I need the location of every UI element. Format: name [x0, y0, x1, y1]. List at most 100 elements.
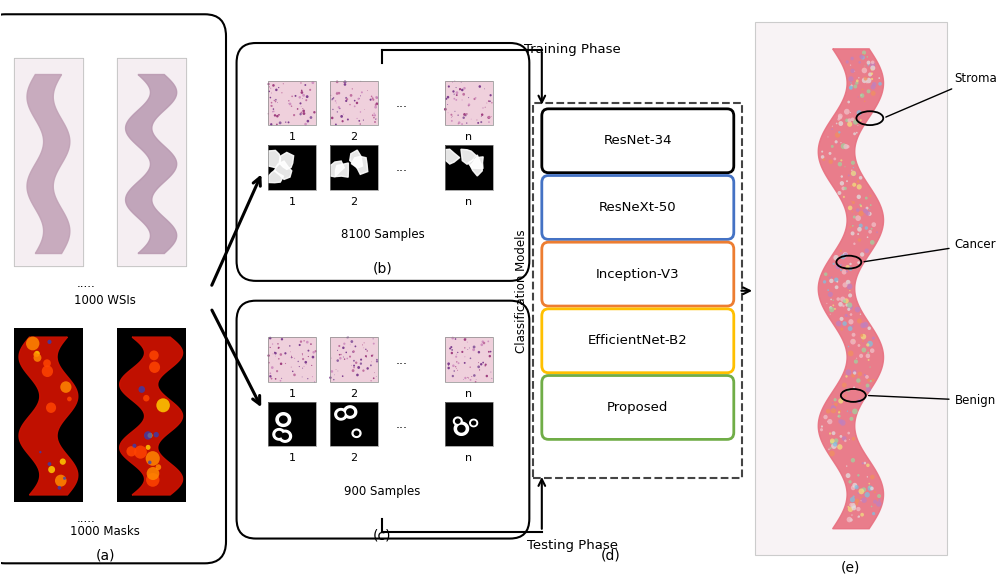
Circle shape — [832, 126, 833, 127]
Circle shape — [821, 151, 823, 153]
Circle shape — [857, 492, 859, 494]
Circle shape — [859, 223, 863, 228]
Circle shape — [847, 477, 848, 478]
Circle shape — [867, 351, 869, 354]
Circle shape — [462, 93, 465, 96]
Circle shape — [859, 204, 861, 206]
Circle shape — [849, 85, 853, 90]
Circle shape — [829, 293, 830, 295]
Circle shape — [302, 358, 304, 360]
FancyBboxPatch shape — [542, 309, 734, 373]
Circle shape — [456, 91, 458, 94]
Circle shape — [275, 101, 276, 102]
Circle shape — [373, 377, 375, 379]
Circle shape — [862, 77, 867, 83]
Text: Inception-V3: Inception-V3 — [596, 268, 680, 280]
Circle shape — [868, 486, 871, 488]
Circle shape — [865, 375, 869, 379]
Circle shape — [455, 99, 457, 101]
Circle shape — [346, 358, 348, 359]
Circle shape — [854, 485, 859, 489]
Circle shape — [867, 63, 869, 66]
Bar — [330, 402, 378, 447]
Circle shape — [826, 303, 827, 304]
Circle shape — [301, 91, 303, 94]
Circle shape — [268, 113, 269, 114]
Bar — [268, 402, 316, 447]
Circle shape — [835, 132, 840, 138]
Circle shape — [371, 355, 373, 357]
Circle shape — [841, 186, 845, 190]
Bar — [117, 58, 186, 266]
Circle shape — [456, 87, 457, 88]
Circle shape — [845, 375, 848, 377]
Circle shape — [878, 77, 880, 79]
Circle shape — [847, 100, 850, 103]
Circle shape — [827, 419, 832, 424]
Bar — [330, 81, 378, 125]
Circle shape — [274, 352, 277, 354]
Text: (c): (c) — [373, 529, 392, 542]
Circle shape — [870, 65, 875, 70]
Circle shape — [360, 123, 361, 125]
Polygon shape — [458, 425, 465, 432]
Circle shape — [865, 211, 870, 216]
Circle shape — [851, 514, 853, 516]
Circle shape — [355, 346, 356, 347]
Bar — [14, 328, 83, 502]
Circle shape — [871, 228, 873, 230]
Bar — [445, 338, 493, 382]
Circle shape — [487, 340, 489, 342]
Circle shape — [843, 196, 845, 198]
Circle shape — [138, 386, 145, 393]
Circle shape — [858, 211, 864, 216]
Circle shape — [339, 108, 341, 109]
Circle shape — [472, 349, 475, 351]
Circle shape — [477, 365, 480, 368]
Circle shape — [852, 333, 855, 337]
Circle shape — [336, 92, 338, 93]
Circle shape — [156, 398, 170, 413]
Circle shape — [846, 145, 850, 148]
FancyBboxPatch shape — [542, 376, 734, 440]
Circle shape — [849, 263, 852, 265]
Circle shape — [840, 420, 846, 426]
Circle shape — [848, 480, 852, 484]
Circle shape — [839, 265, 841, 267]
Circle shape — [832, 402, 833, 403]
Text: ...: ... — [396, 418, 408, 431]
Circle shape — [838, 115, 842, 119]
Circle shape — [358, 120, 360, 122]
Circle shape — [848, 293, 852, 298]
Circle shape — [461, 123, 463, 125]
FancyBboxPatch shape — [542, 175, 734, 239]
Circle shape — [459, 88, 461, 90]
Circle shape — [822, 158, 825, 161]
Circle shape — [827, 289, 829, 291]
Circle shape — [831, 443, 837, 449]
Circle shape — [860, 323, 865, 328]
Circle shape — [331, 370, 333, 373]
Circle shape — [844, 440, 847, 442]
Circle shape — [849, 290, 851, 291]
Circle shape — [831, 145, 834, 148]
Circle shape — [868, 230, 872, 234]
Text: (e): (e) — [841, 560, 861, 574]
Circle shape — [291, 106, 292, 107]
Circle shape — [345, 97, 347, 99]
Circle shape — [450, 346, 452, 348]
Circle shape — [311, 365, 312, 366]
Circle shape — [480, 363, 482, 365]
Circle shape — [838, 414, 841, 418]
Circle shape — [872, 512, 875, 515]
Circle shape — [871, 69, 872, 70]
Circle shape — [829, 451, 835, 456]
Circle shape — [855, 503, 858, 505]
Circle shape — [842, 436, 847, 441]
Circle shape — [870, 380, 872, 383]
Circle shape — [480, 343, 483, 346]
Circle shape — [840, 328, 843, 331]
Circle shape — [307, 120, 309, 122]
Circle shape — [468, 103, 470, 106]
Circle shape — [846, 369, 851, 375]
